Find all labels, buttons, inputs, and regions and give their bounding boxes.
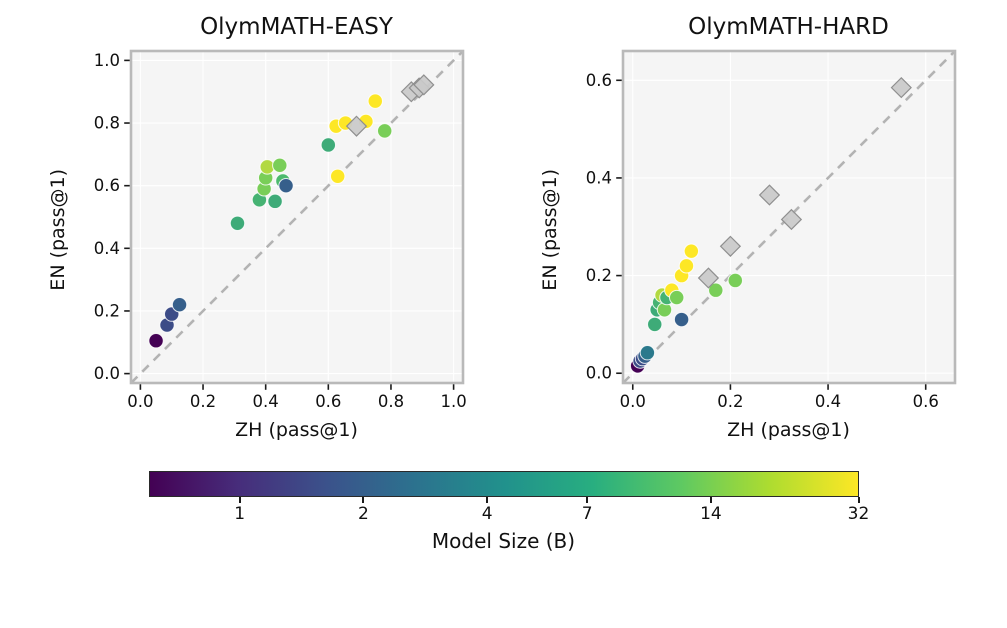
colorbar-tick-mark — [709, 497, 712, 503]
svg-text:0.0: 0.0 — [127, 392, 153, 411]
data-point-diamond — [758, 184, 780, 206]
data-point-circle — [329, 168, 345, 184]
colorbar-tick-label: 32 — [847, 504, 870, 524]
colorbar-tick-mark — [586, 497, 589, 503]
y-axis-label-hard-wrap: EN (pass@1) — [533, 43, 567, 417]
y-axis-label-easy: EN (pass@1) — [46, 169, 69, 291]
data-point-circle — [271, 157, 287, 174]
svg-text:0.2: 0.2 — [189, 392, 215, 411]
colorbar-tick-label: 14 — [700, 504, 722, 524]
svg-text:0.0: 0.0 — [93, 364, 119, 383]
data-point-diamond — [890, 76, 912, 99]
chart-title-hard: OlymMATH-HARD — [688, 14, 889, 40]
x-axis-label-hard: ZH (pass@1) — [727, 419, 850, 441]
data-point-circle — [707, 282, 723, 298]
data-point-circle — [668, 289, 684, 306]
data-point-circle — [639, 345, 655, 361]
svg-text:0.4: 0.4 — [814, 392, 840, 411]
scatter-plot-hard: 0.0 0.2 0.4 0.6 0.0 0.2 0.4 0.6 — [585, 49, 956, 411]
colorbar-tick-label: 7 — [581, 504, 593, 524]
y-axis-label-hard: EN (pass@1) — [538, 169, 561, 291]
data-point-circle — [229, 215, 245, 231]
y-axis-label-easy-wrap: EN (pass@1) — [41, 43, 75, 417]
data-point-circle — [277, 177, 294, 194]
data-point-circle — [727, 272, 743, 289]
colorbar-label: Model Size (B) — [431, 529, 576, 553]
data-point-circle — [646, 316, 662, 333]
data-point-diamond — [345, 115, 367, 137]
charts-row: OlymMATH-EASY EN (pass@1) 0.0 0.2 0.4 0.6 0.… — [0, 14, 1007, 441]
svg-text:0.2: 0.2 — [585, 266, 611, 285]
svg-text:0.6: 0.6 — [912, 392, 938, 411]
data-point-diamond — [412, 74, 434, 96]
scatter-plot-easy: 0.0 0.2 0.4 0.6 0.8 1.0 0.0 0.2 0.4 0.6 0.8 1.0 — [93, 49, 466, 411]
svg-text:0.4: 0.4 — [252, 392, 278, 411]
svg-text:0.6: 0.6 — [315, 392, 341, 411]
svg-text:0.6: 0.6 — [585, 71, 611, 90]
data-point-circle — [171, 296, 187, 313]
colorbar-tick-label: 4 — [481, 504, 493, 524]
data-point-diamond — [780, 208, 802, 231]
x-axis-label-easy: ZH (pass@1) — [235, 419, 358, 441]
svg-text:0.0: 0.0 — [619, 392, 645, 411]
svg-text:1.0: 1.0 — [93, 51, 119, 70]
chart-olymmath-hard: OlymMATH-HARD EN (pass@1) 0.0 0.2 0.4 0.6 0.… — [533, 14, 967, 441]
svg-text:0.2: 0.2 — [93, 301, 119, 320]
data-point-circle — [266, 193, 283, 210]
colorbar-tick-mark — [362, 497, 365, 503]
data-point-circle — [673, 311, 689, 328]
colorbar-gradient — [148, 471, 859, 497]
data-point-circle — [147, 333, 164, 349]
data-point-circle — [683, 243, 699, 259]
data-point-diamond — [719, 235, 741, 257]
svg-text:0.4: 0.4 — [585, 168, 611, 187]
colorbar-ticks: 1 2 4 7 14 32 — [149, 497, 869, 529]
data-point-circle — [376, 123, 392, 139]
data-point-circle — [367, 93, 383, 109]
colorbar-tick-mark — [857, 497, 860, 503]
svg-text:1.0: 1.0 — [440, 392, 466, 411]
svg-text:0.0: 0.0 — [585, 364, 611, 383]
colorbar-tick-label: 1 — [234, 504, 246, 524]
chart-olymmath-easy: OlymMATH-EASY EN (pass@1) 0.0 0.2 0.4 0.6 0.… — [41, 14, 475, 441]
colorbar: 1 2 4 7 14 32 Model Size (B) — [148, 471, 869, 553]
data-point-diamond — [697, 267, 719, 289]
svg-text:0.6: 0.6 — [93, 176, 119, 195]
data-point-circle — [678, 258, 694, 274]
data-point-circle — [320, 137, 336, 153]
svg-text:0.4: 0.4 — [93, 239, 119, 258]
svg-text:0.8: 0.8 — [377, 392, 403, 411]
colorbar-tick-mark — [486, 497, 489, 503]
colorbar-tick-mark — [238, 497, 241, 503]
chart-title-easy: OlymMATH-EASY — [200, 14, 393, 40]
svg-text:0.2: 0.2 — [717, 392, 743, 411]
svg-text:0.8: 0.8 — [93, 114, 119, 133]
colorbar-tick-label: 2 — [358, 504, 369, 524]
